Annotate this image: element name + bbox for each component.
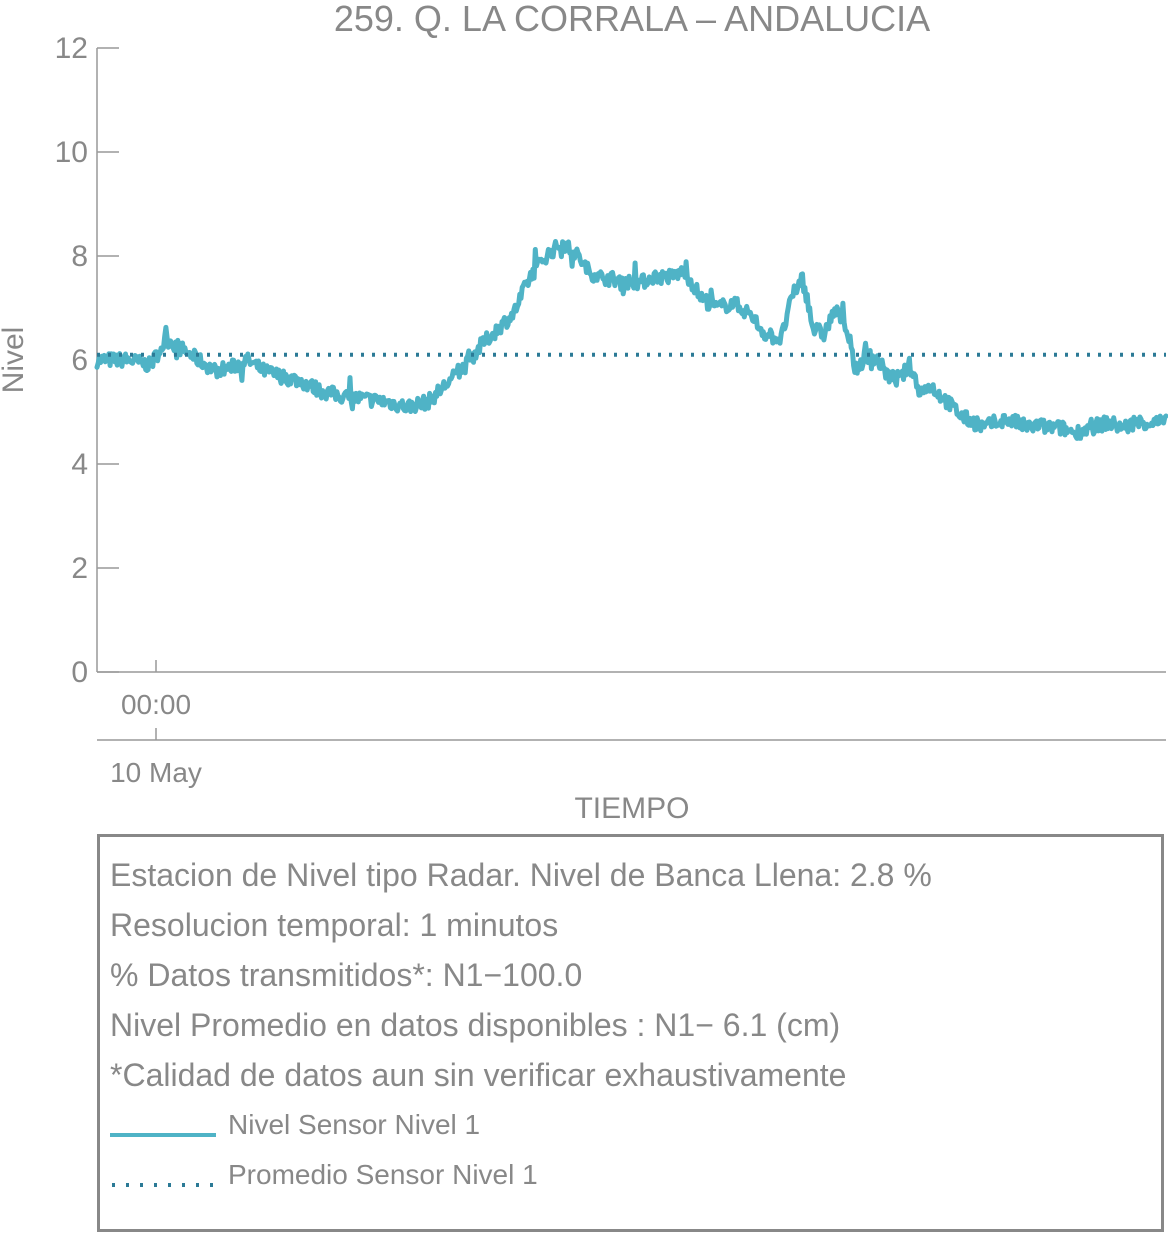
legend-swatch-solid bbox=[110, 1133, 216, 1137]
legend-swatch-dotted bbox=[112, 1183, 216, 1187]
y-tick-label: 8 bbox=[71, 240, 88, 273]
info-line-quality: *Calidad de datos aun sin verificar exha… bbox=[110, 1057, 847, 1093]
info-line-transmitted: % Datos transmitidos*: N1−100.0 bbox=[110, 957, 583, 993]
y-tick-label: 0 bbox=[71, 656, 88, 689]
y-tick-label: 12 bbox=[55, 32, 88, 65]
x-tick-date-label: 10 May bbox=[110, 757, 202, 788]
info-box: Estacion de Nivel tipo Radar. Nivel de B… bbox=[97, 834, 1164, 1232]
legend-label-promedio: Promedio Sensor Nivel 1 bbox=[228, 1159, 538, 1190]
info-line-resolution: Resolucion temporal: 1 minutos bbox=[110, 907, 559, 943]
series-line-nivel-sensor bbox=[94, 239, 1168, 441]
info-line-station: Estacion de Nivel tipo Radar. Nivel de B… bbox=[110, 857, 932, 893]
legend-label-nivel: Nivel Sensor Nivel 1 bbox=[228, 1109, 481, 1140]
y-tick-label: 4 bbox=[71, 448, 88, 481]
y-tick-label: 6 bbox=[71, 344, 88, 377]
y-axis-label: Nivel bbox=[0, 327, 30, 394]
x-axis-label: TIEMPO bbox=[574, 792, 689, 825]
x-tick-time-label: 00:00 bbox=[121, 689, 191, 720]
chart-title: 259. Q. LA CORRALA – ANDALUCIA bbox=[334, 0, 930, 39]
legend-item-nivel: Nivel Sensor Nivel 1 bbox=[110, 1110, 910, 1140]
legend-item-promedio: Promedio Sensor Nivel 1 bbox=[110, 1160, 910, 1190]
info-line-average: Nivel Promedio en datos disponibles : N1… bbox=[110, 1007, 841, 1043]
y-tick-label: 2 bbox=[71, 552, 88, 585]
y-ticks: 0 2 4 6 8 10 12 bbox=[55, 32, 119, 689]
y-tick-label: 10 bbox=[55, 136, 88, 169]
level-chart: 259. Q. LA CORRALA – ANDALUCIA Nivel 0 2 4… bbox=[0, 0, 1168, 825]
